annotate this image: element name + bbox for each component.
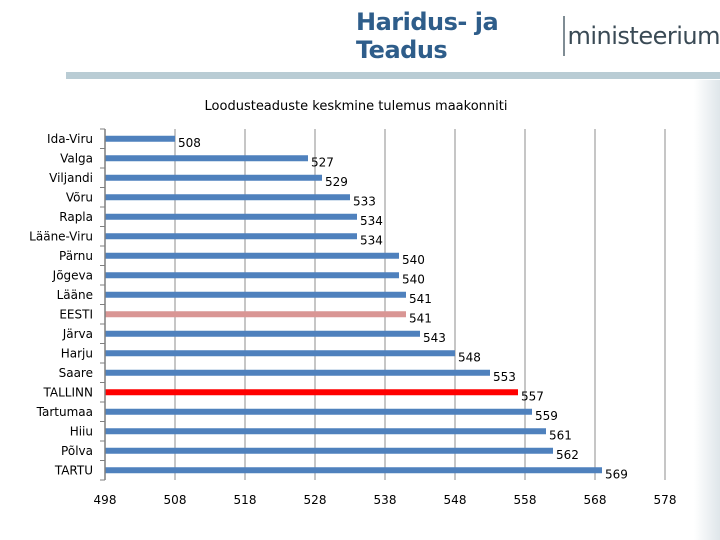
bar-10 (105, 311, 406, 318)
category-label-18: TARTU (54, 463, 93, 477)
x-tick-label-498: 498 (94, 493, 117, 507)
category-label-17: Põlva (61, 444, 93, 458)
category-label-11: Järva (62, 327, 93, 341)
data-label-5: 534 (360, 214, 383, 228)
x-tick-label-538: 538 (374, 493, 397, 507)
category-label-15: Tartumaa (36, 405, 93, 419)
category-label-12: Harju (61, 346, 93, 360)
logo-text-light: ministeerium (567, 22, 720, 50)
logo-divider (562, 16, 565, 56)
bar-16 (105, 428, 546, 435)
ministry-logo: Haridus- ja Teadus ministeerium (356, 8, 720, 64)
bar-2 (105, 155, 308, 162)
data-label-8: 540 (402, 272, 425, 286)
x-tick-label-568: 568 (584, 493, 607, 507)
logo-text-bold: Haridus- ja Teadus (356, 8, 499, 64)
bar-13 (105, 369, 490, 376)
x-tick-label-508: 508 (164, 493, 187, 507)
bar-18 (105, 467, 602, 474)
data-label-4: 533 (353, 194, 376, 208)
right-edge-fade (694, 80, 720, 540)
bar-12 (105, 350, 455, 357)
category-label-4: Võru (66, 190, 93, 204)
category-label-9: Lääne (57, 288, 93, 302)
category-label-5: Rapla (59, 210, 93, 224)
bar-4 (105, 194, 350, 201)
category-label-1: Ida-Viru (47, 132, 93, 146)
bar-11 (105, 330, 420, 337)
x-tick-label-558: 558 (514, 493, 537, 507)
data-label-2: 527 (311, 155, 334, 169)
bar-6 (105, 233, 357, 240)
category-label-10: EESTI (59, 307, 93, 321)
category-label-16: Hiiu (70, 424, 93, 438)
data-label-15: 559 (535, 409, 558, 423)
category-label-8: Jõgeva (52, 268, 93, 282)
bar-3 (105, 174, 322, 181)
data-label-14: 557 (521, 389, 544, 403)
bar-7 (105, 252, 399, 259)
category-label-13: Saare (59, 366, 93, 380)
bar-5 (105, 213, 357, 220)
chart-title: Loodusteaduste keskmine tulemus maakonni… (205, 99, 508, 114)
bar-1 (105, 135, 175, 142)
x-tick-label-548: 548 (444, 493, 467, 507)
data-label-10: 541 (409, 311, 432, 325)
data-label-12: 548 (458, 350, 481, 364)
category-label-3: Viljandi (49, 171, 93, 185)
bar-8 (105, 272, 399, 279)
data-label-16: 561 (549, 428, 572, 442)
x-tick-label-518: 518 (234, 493, 257, 507)
data-label-1: 508 (178, 136, 201, 150)
data-label-11: 543 (423, 331, 446, 345)
category-label-7: Pärnu (59, 249, 93, 263)
header-band (66, 72, 720, 79)
data-label-13: 553 (493, 370, 516, 384)
bar-17 (105, 447, 553, 454)
category-label-14: TALLINN (43, 385, 93, 399)
bar-14 (105, 389, 518, 396)
bar-9 (105, 291, 406, 298)
category-label-6: Lääne-Viru (29, 229, 93, 243)
data-label-9: 541 (409, 292, 432, 306)
data-label-7: 540 (402, 253, 425, 267)
data-label-17: 562 (556, 448, 579, 462)
data-label-6: 534 (360, 233, 383, 247)
data-label-18: 569 (605, 467, 628, 481)
x-tick-label-528: 528 (304, 493, 327, 507)
data-label-3: 529 (325, 175, 348, 189)
bar-15 (105, 408, 532, 415)
category-label-2: Valga (60, 151, 93, 165)
x-tick-label-578: 578 (654, 493, 677, 507)
